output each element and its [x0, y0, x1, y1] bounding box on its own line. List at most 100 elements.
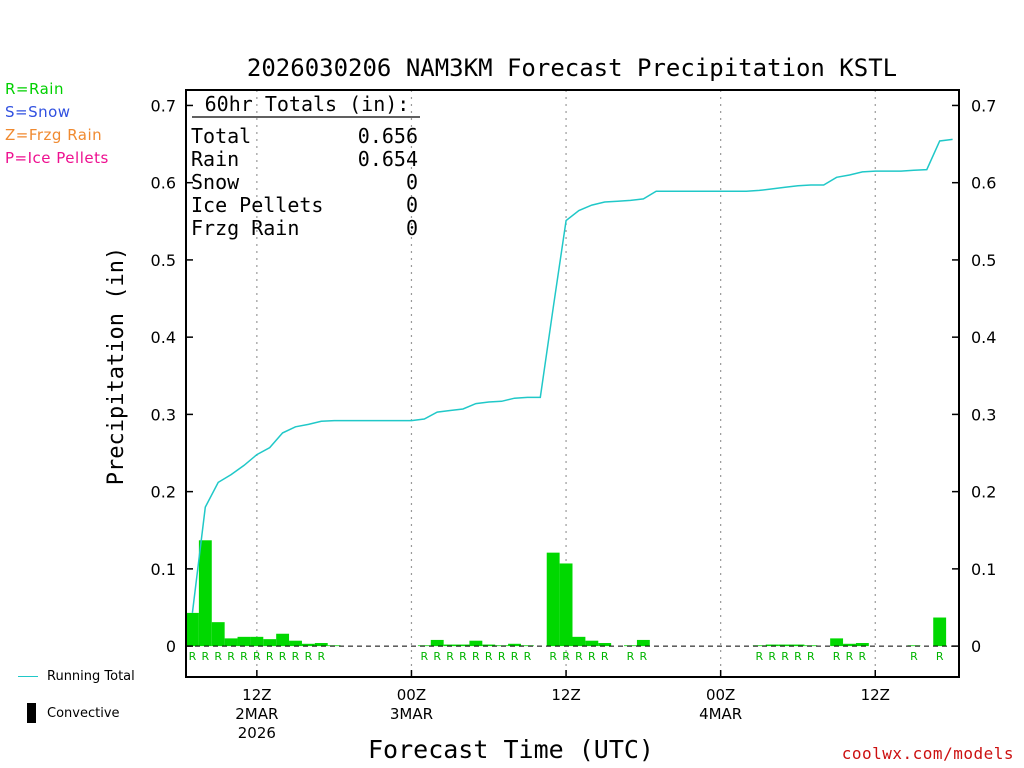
ytick-label-left-2: 0.2 — [151, 483, 176, 502]
legend-rain-text: R=Rain — [5, 80, 64, 98]
ptype-label-h11: R — [240, 650, 248, 663]
xtick-label-4-0: 12Z — [861, 686, 890, 704]
credit-link[interactable]: coolwx.com/models — [841, 744, 1014, 763]
ytick-label-right-6: 0.6 — [971, 174, 996, 193]
ptype-label-h65: R — [936, 650, 944, 663]
xtick-label-0-0: 12Z — [242, 686, 271, 704]
precip-bar-h65 — [933, 617, 947, 647]
ptype-label-h26: R — [433, 650, 441, 663]
ptype-label-h9: R — [214, 650, 222, 663]
precip-bar-h36 — [559, 563, 573, 647]
totals-label-4: Frzg Rain — [191, 216, 299, 240]
ptype-label-h51: R — [755, 650, 763, 663]
ytick-label-left-6: 0.6 — [151, 174, 176, 193]
precip-bar-h63 — [907, 645, 921, 647]
totals-value-4: 0 — [406, 216, 418, 240]
ptype-label-h59: R — [859, 650, 867, 663]
legend-frzg-rain: Z=Frzg Rain — [5, 126, 102, 144]
totals-label-1: Rain — [191, 147, 239, 171]
ptype-label-h52: R — [768, 650, 776, 663]
ptype-label-h29: R — [472, 650, 480, 663]
running-total-legend-text: Running Total — [47, 669, 135, 684]
ptype-label-h57: R — [833, 650, 841, 663]
y-axis-label: Precipitation (in) — [104, 247, 129, 485]
xtick-label-0-1: 2MAR — [235, 705, 278, 723]
running-total-line — [191, 138, 953, 613]
ptype-label-h27: R — [446, 650, 454, 663]
ytick-label-right-4: 0.4 — [971, 328, 996, 347]
legend-frzg-rain-text: Z=Frzg Rain — [5, 126, 103, 144]
precip-bar-h58 — [843, 643, 856, 647]
totals-label-0: Total — [191, 124, 251, 148]
running-total-legend: Running Total — [18, 669, 135, 684]
ptype-label-h13: R — [266, 650, 274, 663]
ptype-label-h55: R — [807, 650, 815, 663]
y-ticks: 0 00.1 0.10.2 0.20.3 0.30.4 0.40.5 0.50.6 0.60.… — [151, 96, 997, 656]
ptype-label-h37: R — [575, 650, 583, 663]
totals-label-2: Snow — [191, 170, 240, 194]
precip-bar-h39 — [598, 643, 612, 647]
ptype-label-h25: R — [421, 650, 429, 663]
precip-bar-h17 — [314, 643, 328, 647]
precip-bar-h54 — [791, 644, 805, 647]
ytick-label-left-5: 0.5 — [151, 251, 176, 270]
legend-snow-text: S=Snow — [5, 103, 71, 121]
ptype-label-h31: R — [498, 650, 506, 663]
ptype-label-h12: R — [253, 650, 261, 663]
precip-bar-h9 — [211, 622, 225, 647]
ptype-label-h16: R — [305, 650, 313, 663]
ytick-label-left-4: 0.4 — [151, 328, 176, 347]
xtick-label-1-0: 00Z — [397, 686, 426, 704]
xtick-label-2-0: 12Z — [551, 686, 580, 704]
precip-bar-h30 — [482, 644, 496, 647]
precip-bar-h57 — [830, 638, 844, 647]
ptype-label-h36: R — [562, 650, 570, 663]
totals-value-2: 0 — [406, 170, 418, 194]
ytick-label-left-0: 0 — [166, 637, 176, 656]
ytick-label-right-2: 0.2 — [971, 483, 996, 502]
precip-bar-h51 — [752, 645, 766, 647]
ptype-label-h41: R — [627, 650, 635, 663]
precip-bar-h15 — [289, 640, 302, 647]
ptype-label-h14: R — [279, 650, 287, 663]
precip-bar-h7 — [186, 612, 199, 647]
precip-bar-h38 — [585, 640, 599, 647]
precip-bar-h33 — [520, 645, 534, 647]
totals-value-0: 0.656 — [358, 124, 418, 148]
ytick-label-right-3: 0.3 — [971, 405, 996, 424]
precip-bar-h26 — [430, 639, 444, 647]
legend-ice-pellets: P=Ice Pellets — [5, 149, 109, 167]
precip-bar-h29 — [469, 640, 483, 647]
ptype-label-h63: R — [910, 650, 918, 663]
precip-bar-h59 — [855, 643, 869, 647]
totals-value-1: 0.654 — [358, 147, 418, 171]
precip-bar-h52 — [765, 644, 779, 647]
precip-bar-h8 — [198, 540, 212, 647]
ptype-label-h7: R — [189, 650, 197, 663]
precip-bar-h35 — [546, 552, 560, 647]
ptype-label-h30: R — [485, 650, 493, 663]
precip-bar-h10 — [224, 638, 238, 647]
totals-box: 60hr Totals (in): Total 0.656 Rain 0.654 Sno… — [191, 92, 420, 240]
precip-bar-h53 — [778, 644, 792, 647]
ptype-label-h35: R — [549, 650, 557, 663]
xtick-label-1-1: 3MAR — [390, 705, 433, 723]
plot-frame — [185, 89, 960, 678]
ytick-label-right-0: 0 — [971, 637, 981, 656]
totals-header: 60hr Totals (in): — [205, 92, 410, 116]
precip-bar-h32 — [508, 643, 521, 647]
legend-snow: S=Snow — [5, 103, 71, 121]
xtick-label-3-1: 4MAR — [699, 705, 742, 723]
ptype-label-h10: R — [227, 650, 235, 663]
convective-legend-swatch — [27, 703, 36, 723]
precip-bar-h12 — [250, 636, 264, 647]
convective-legend: Convective — [18, 703, 120, 723]
x-axis-label: Forecast Time (UTC) — [368, 735, 654, 764]
ptype-label-h42: R — [640, 650, 648, 663]
ptype-label-h17: R — [317, 650, 325, 663]
ytick-label-left-7: 0.7 — [151, 96, 176, 115]
precip-bar-h27 — [443, 644, 457, 647]
